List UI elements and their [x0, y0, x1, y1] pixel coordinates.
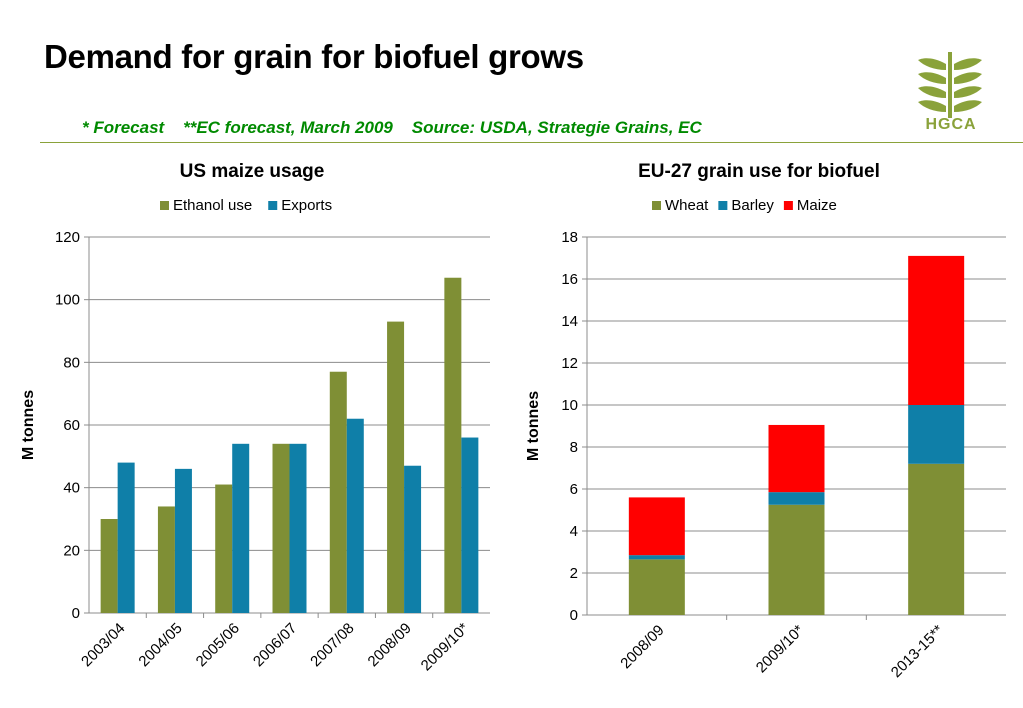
- y-tick-label: 14: [561, 313, 578, 330]
- bar: [232, 443, 250, 613]
- y-tick-label: 6: [570, 481, 578, 498]
- bar-segment: [768, 424, 825, 493]
- legend-swatch: [268, 201, 278, 210]
- bar: [387, 321, 405, 613]
- x-tick-label: 2004/05: [135, 620, 185, 670]
- x-tick-label: 2003/04: [78, 620, 128, 670]
- bar: [289, 443, 307, 613]
- bar-segment: [908, 255, 965, 405]
- eu-grain-biofuel-chart: EU-27 grain use for biofuel Wheat Barley Ma…: [525, 161, 1006, 681]
- legend-label: Ethanol use: [173, 197, 252, 214]
- y-tick-label: 12: [561, 355, 578, 372]
- y-axis-label: M tonnes: [525, 391, 542, 461]
- logo-text: HGCA: [925, 116, 977, 133]
- bar: [157, 506, 175, 613]
- y-tick-label: 60: [63, 417, 80, 434]
- bar-segment: [628, 559, 685, 615]
- y-axis-label: M tonnes: [20, 390, 37, 460]
- wheat-ears-icon: [918, 52, 982, 118]
- x-tick-label: 2005/06: [193, 620, 243, 670]
- bar: [444, 277, 462, 613]
- y-tick-label: 8: [570, 439, 578, 456]
- x-tick-label: 2013-15**: [888, 622, 947, 681]
- y-tick-label: 120: [55, 229, 80, 246]
- legend-label: Wheat: [665, 197, 709, 214]
- page-title: Demand for grain for biofuel grows: [44, 38, 584, 75]
- chart-title: US maize usage: [180, 161, 325, 182]
- x-tick-label: 2008/09: [365, 620, 415, 670]
- y-tick-label: 0: [570, 607, 578, 624]
- y-tick-label: 4: [570, 523, 578, 540]
- legend-swatch: [160, 201, 169, 210]
- legend-swatch: [652, 201, 661, 210]
- bar: [329, 371, 347, 613]
- x-tick-label: 2008/09: [617, 622, 667, 672]
- legend-swatch: [718, 201, 728, 210]
- y-tick-label: 10: [561, 397, 578, 414]
- us-maize-usage-chart: US maize usage Ethanol use Exports 0 20 40 60 8…: [20, 161, 490, 675]
- bar-segment: [908, 405, 965, 464]
- y-tick-label: 20: [63, 542, 80, 559]
- y-tick-label: 100: [55, 292, 80, 309]
- bar: [461, 437, 479, 613]
- x-tick-label: 2009/10*: [753, 622, 808, 677]
- bar-segment: [628, 555, 685, 560]
- y-tick-label: 18: [561, 229, 578, 246]
- bar-segment: [628, 497, 685, 556]
- bar: [346, 418, 364, 613]
- y-tick-label: 0: [72, 605, 80, 622]
- bar: [404, 465, 422, 613]
- bar-segment: [768, 504, 825, 615]
- bar: [117, 462, 135, 613]
- y-tick-label: 16: [561, 271, 578, 288]
- legend-label: Maize: [797, 197, 837, 214]
- x-tick-label: 2007/08: [307, 620, 357, 670]
- bar: [100, 519, 118, 613]
- y-tick-label: 80: [63, 354, 80, 371]
- bar: [272, 443, 290, 613]
- bar-segment: [908, 463, 965, 615]
- legend-label: Exports: [281, 197, 332, 214]
- y-tick-label: 40: [63, 480, 80, 497]
- legend-swatch: [783, 201, 793, 210]
- source-note: * Forecast **EC forecast, March 2009 Sou…: [82, 118, 702, 137]
- bar-segment: [768, 492, 825, 505]
- y-tick-label: 2: [570, 565, 578, 582]
- x-tick-label: 2009/10*: [418, 620, 473, 675]
- x-tick-label: 2006/07: [250, 620, 300, 670]
- header-divider: [40, 142, 1023, 143]
- bar: [174, 468, 192, 613]
- chart-title: EU-27 grain use for biofuel: [638, 161, 880, 182]
- bar: [215, 484, 233, 613]
- legend-label: Barley: [731, 197, 774, 214]
